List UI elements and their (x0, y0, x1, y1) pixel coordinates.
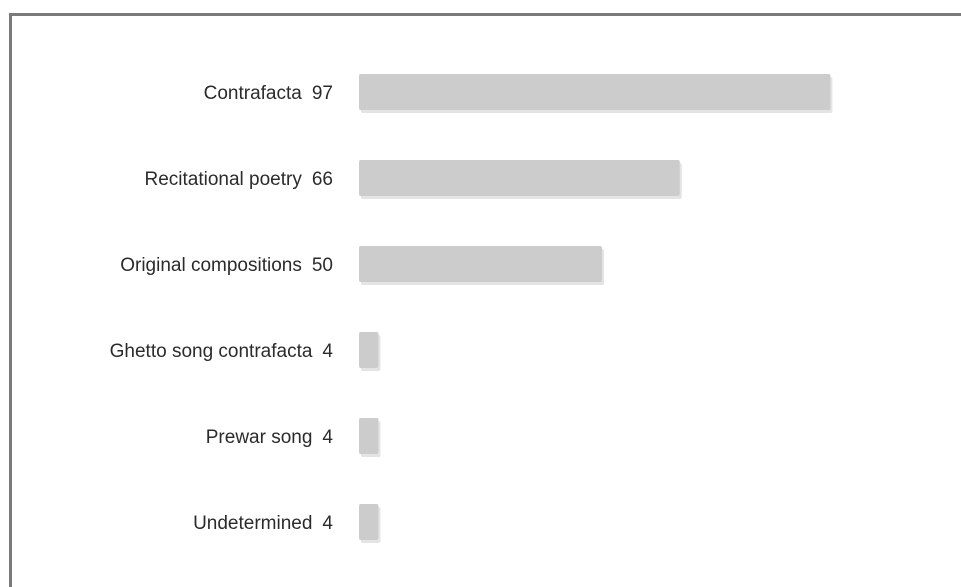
bars-layer (359, 74, 833, 543)
bar-contrafacta (359, 74, 831, 110)
value-label-recitational-poetry: 66 (312, 169, 333, 190)
category-label-contrafacta: Contrafacta (204, 83, 303, 104)
value-label-original-compositions: 50 (312, 255, 333, 276)
category-label-recitational-poetry: Recitational poetry (144, 169, 302, 190)
bar-original-compositions (359, 246, 602, 282)
value-label-undetermined: 4 (322, 513, 333, 534)
category-label-prewar-song: Prewar song (206, 427, 313, 448)
value-label-prewar-song: 4 (322, 427, 333, 448)
value-label-contrafacta: 97 (312, 83, 333, 104)
bar-undetermined (359, 504, 379, 540)
labels-layer: 97 Contrafacta 66 Recitational poetry 50 Orig… (110, 83, 334, 534)
bar-recitational-poetry (359, 160, 680, 196)
category-label-original-compositions: Original compositions (120, 255, 302, 276)
bar-ghetto-song-contrafacta (359, 332, 379, 368)
bar-prewar-song (359, 418, 379, 454)
category-label-undetermined: Undetermined (193, 513, 312, 534)
value-label-ghetto-song-contrafacta: 4 (322, 341, 333, 362)
category-label-ghetto-song-contrafacta: Ghetto song contrafacta (110, 341, 313, 362)
